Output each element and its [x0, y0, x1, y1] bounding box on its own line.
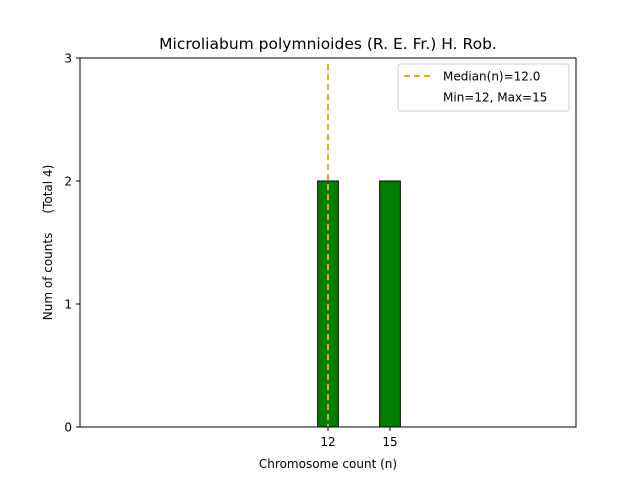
bar-15 [379, 180, 401, 428]
y-tick-label-0: 0 [64, 421, 72, 435]
legend-entry-range: Min=12, Max=15 [443, 91, 547, 105]
y-tick-label-1: 1 [64, 298, 72, 312]
y-axis-label: Num of counts (Total 4) [41, 165, 55, 320]
x-tick-label-15: 15 [382, 435, 397, 449]
y-tick-label-3: 3 [64, 52, 72, 66]
plot-area [80, 64, 463, 428]
y-tick-label-2: 2 [64, 175, 72, 189]
legend-entry-median: Median(n)=12.0 [443, 70, 540, 84]
legend: Median(n)=12.0 Min=12, Max=15 [397, 63, 570, 112]
chart-title: Microliabum polymnioides (R. E. Fr.) H. … [159, 35, 497, 53]
legend-box [397, 63, 570, 112]
x-axis-label: Chromosome count (n) [259, 457, 397, 471]
x-tick-label-12: 12 [320, 435, 335, 449]
